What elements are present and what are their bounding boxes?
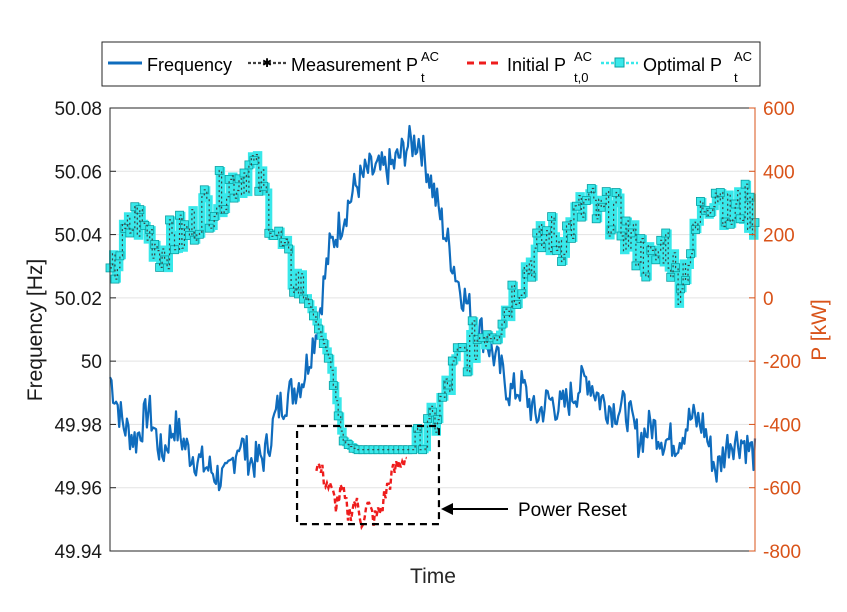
optimal-marker xyxy=(155,262,165,272)
optimal-marker xyxy=(527,272,537,282)
legend-sub-measurement: t xyxy=(421,70,425,85)
y-left-tick-label: 50.08 xyxy=(54,99,102,120)
legend-marker-optimal xyxy=(614,57,625,68)
optimal-marker xyxy=(532,228,542,238)
legend-label-optimal: Optimal P xyxy=(643,55,722,75)
optimal-marker xyxy=(418,445,428,455)
y-left-tick-label: 49.94 xyxy=(54,542,102,563)
legend-marker-measurement: ✱ xyxy=(262,56,272,70)
optimal-marker xyxy=(457,342,467,352)
optimal-marker xyxy=(517,289,527,299)
optimal-marker xyxy=(274,226,284,236)
series-frequency-line xyxy=(109,124,757,492)
optimal-marker xyxy=(145,225,155,235)
y-right-tick-label: 600 xyxy=(763,99,795,120)
y-left-tick-label: 49.98 xyxy=(54,415,102,436)
series-initial-line xyxy=(315,456,407,531)
optimal-marker xyxy=(596,202,606,212)
optimal-marker xyxy=(641,272,651,282)
optimal-marker xyxy=(601,187,611,197)
optimal-marker xyxy=(537,243,547,253)
optimal-marker xyxy=(249,156,259,166)
legend-item-measurement: ✱ Measurement P AC t xyxy=(248,49,439,85)
legend-sub-initial: t,0 xyxy=(574,70,588,85)
optimal-marker xyxy=(115,251,125,261)
legend-sup-initial: AC xyxy=(574,49,592,64)
optimal-marker xyxy=(189,235,199,245)
optimal-marker xyxy=(715,188,725,197)
y-right-tick-label: -200 xyxy=(763,352,801,373)
y-axis-left-label: Frequency [Hz] xyxy=(24,259,47,401)
optimal-marker xyxy=(507,280,517,290)
legend: Frequency ✱ Measurement P AC t Initial P… xyxy=(101,41,761,87)
optimal-marker xyxy=(437,392,447,402)
optimal-marker xyxy=(279,238,289,248)
legend-label-initial: Initial P xyxy=(507,55,566,75)
optimal-marker xyxy=(740,179,750,189)
legend-label-measurement: Measurement P xyxy=(291,55,418,75)
y-right-tick-label: -800 xyxy=(763,542,801,563)
optimal-marker xyxy=(621,216,631,226)
x-axis-label: Time xyxy=(410,565,456,588)
power-reset-arrow xyxy=(441,503,508,515)
optimal-marker xyxy=(308,311,318,321)
y-right-tick-label: 0 xyxy=(763,289,774,310)
y-right-tick-label: -400 xyxy=(763,415,801,436)
optimal-marker xyxy=(502,306,512,316)
optimal-marker xyxy=(631,261,641,271)
optimal-marker xyxy=(259,181,269,191)
optimal-marker xyxy=(661,228,671,238)
optimal-marker xyxy=(681,276,690,286)
legend-sup-measurement: AC xyxy=(421,49,439,64)
optimal-marker xyxy=(581,196,591,206)
y-left-tick-label: 50.02 xyxy=(54,289,102,310)
y-right-tick-label: 200 xyxy=(763,226,795,247)
optimal-marker xyxy=(462,367,472,377)
legend-box xyxy=(101,41,761,87)
ticks-layer: 50.08 50.06 50.04 50.02 50 49.98 49.96 49.94 600… xyxy=(54,99,801,563)
optimal-marker xyxy=(333,411,343,421)
optimal-marker xyxy=(160,255,170,265)
optimal-marker xyxy=(184,231,194,241)
y-right-tick-label: -600 xyxy=(763,479,801,500)
legend-sub-optimal: t xyxy=(734,70,738,85)
optimal-marker xyxy=(467,316,477,326)
optimal-marker xyxy=(224,174,234,184)
y-left-tick-label: 50.04 xyxy=(54,226,102,247)
power-reset-label: Power Reset xyxy=(518,500,627,521)
legend-item-optimal: Optimal P AC t xyxy=(601,49,752,85)
series-layer xyxy=(105,124,760,531)
optimal-marker xyxy=(269,231,279,241)
legend-item-frequency: Frequency xyxy=(108,55,232,75)
optimal-marker xyxy=(442,380,452,390)
optimal-marker xyxy=(204,223,214,233)
optimal-marker xyxy=(428,407,437,417)
optimal-marker xyxy=(646,245,656,255)
series-measurement-line xyxy=(110,154,756,451)
legend-item-initial: Initial P AC t,0 xyxy=(467,49,592,85)
optimal-marker xyxy=(219,205,229,214)
optimal-marker xyxy=(299,294,308,304)
y-axis-right-label: P [kW] xyxy=(808,299,831,360)
optimal-marker xyxy=(606,225,616,235)
optimal-marker xyxy=(294,289,303,299)
y-left-tick-label: 50.06 xyxy=(54,162,102,183)
legend-sup-optimal: AC xyxy=(734,49,752,64)
legend-label-frequency: Frequency xyxy=(147,55,232,75)
y-left-tick-label: 49.96 xyxy=(54,479,102,500)
y-left-tick-label: 50 xyxy=(81,352,102,373)
optimal-marker xyxy=(666,272,676,282)
optimal-marker xyxy=(691,225,700,235)
y-right-tick-label: 400 xyxy=(763,162,795,183)
optimal-marker xyxy=(135,205,145,215)
optimal-marker xyxy=(284,244,294,254)
optimal-marker xyxy=(234,174,244,184)
